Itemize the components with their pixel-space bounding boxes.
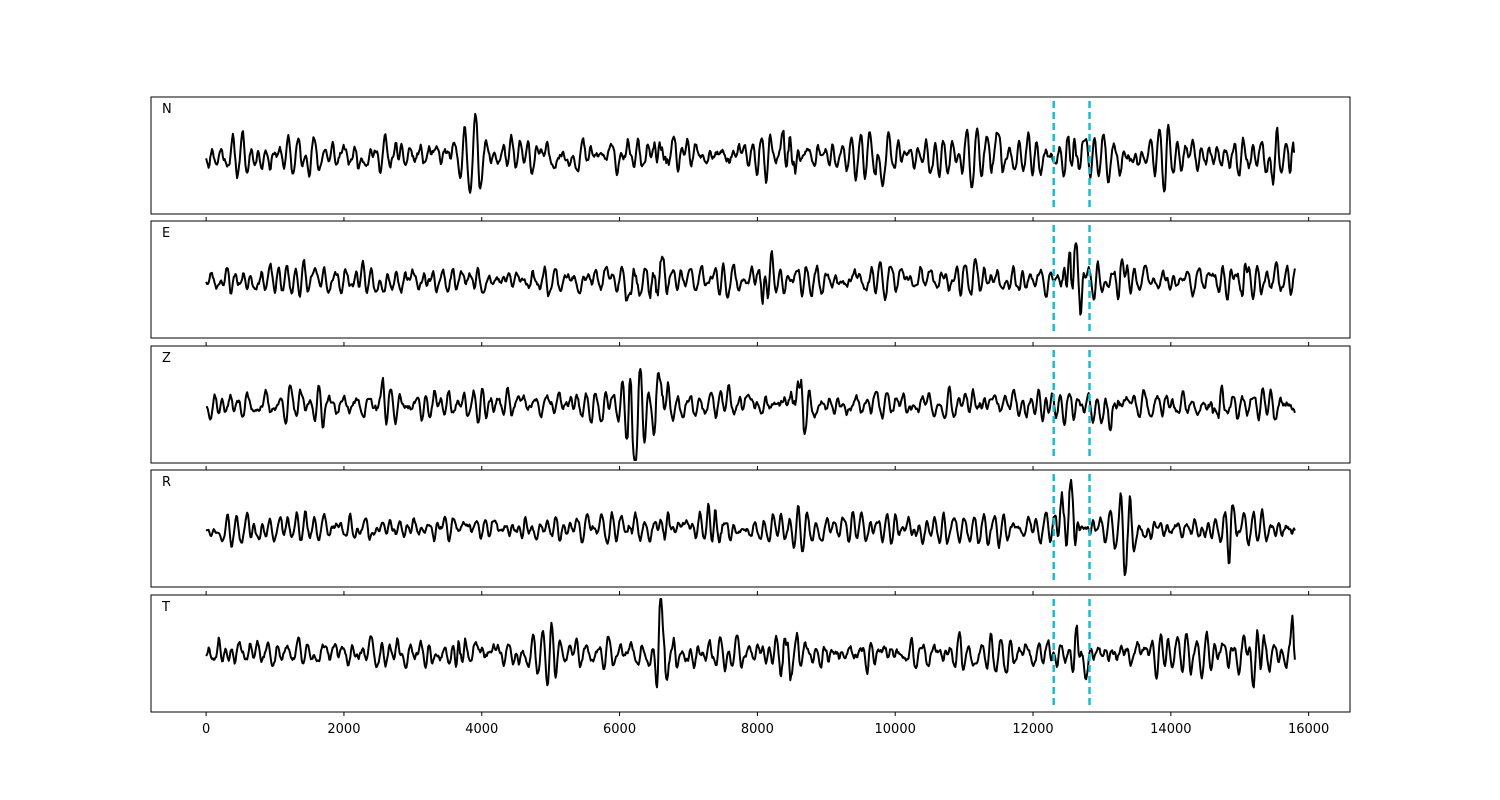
x-tick-label: 16000 (1288, 722, 1329, 737)
panel-frame (150, 96, 1351, 215)
panel-t: T (150, 591, 1351, 713)
trace-e (205, 242, 1296, 316)
trace-t (205, 598, 1296, 689)
panel-label: Z (162, 351, 171, 366)
panel-label: R (162, 475, 171, 490)
panel-frame (150, 220, 1351, 339)
panel-label: E (162, 226, 170, 241)
x-tick-label: 14000 (1150, 722, 1191, 737)
panel-r: R (150, 466, 1351, 588)
panel-label: N (162, 102, 172, 117)
panel-z: Z (150, 342, 1351, 464)
x-tick-label: 8000 (741, 722, 774, 737)
panel-frame (150, 345, 1351, 464)
panel-n: N (150, 96, 1351, 215)
x-tick-label: 0 (202, 722, 210, 737)
panel-frame (150, 594, 1351, 713)
panel-frame (150, 469, 1351, 588)
x-tick-label: 6000 (603, 722, 636, 737)
trace-r (205, 478, 1296, 577)
trace-n (205, 112, 1296, 194)
x-tick-label: 10000 (875, 722, 916, 737)
panel-label: T (161, 600, 170, 615)
x-tick-label: 2000 (327, 722, 360, 737)
panels: N E Z R T (150, 96, 1351, 713)
trace-z (206, 368, 1296, 461)
x-tick-label: 4000 (465, 722, 498, 737)
x-axis: 0 2000 4000 6000 8000 10000 12000 14000 16000 (202, 712, 1329, 737)
x-tick-label: 12000 (1012, 722, 1053, 737)
panel-e: E (150, 217, 1351, 339)
